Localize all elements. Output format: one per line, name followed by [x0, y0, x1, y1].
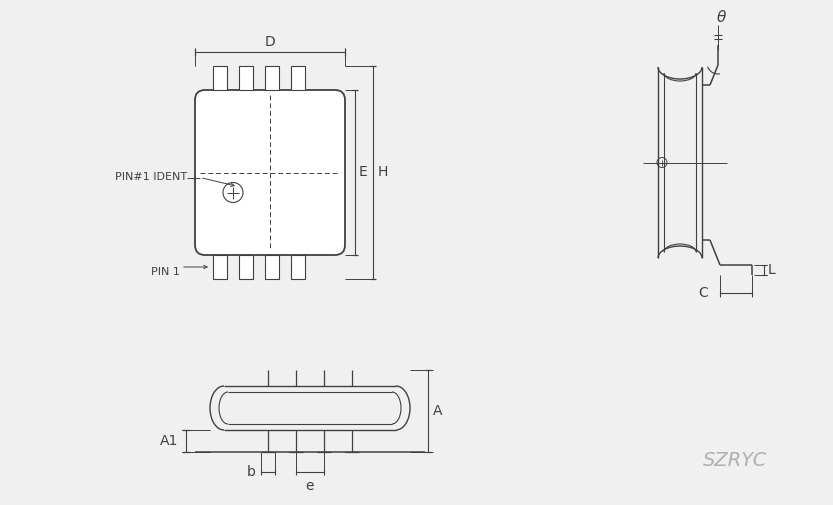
FancyBboxPatch shape — [213, 66, 227, 90]
Text: b: b — [247, 465, 256, 479]
FancyBboxPatch shape — [291, 255, 305, 279]
Text: $\theta$: $\theta$ — [716, 9, 727, 25]
FancyBboxPatch shape — [265, 255, 279, 279]
Text: SZRYC: SZRYC — [703, 450, 767, 470]
FancyBboxPatch shape — [291, 66, 305, 90]
Text: PIN#1 IDENT: PIN#1 IDENT — [115, 173, 187, 182]
FancyBboxPatch shape — [239, 66, 253, 90]
FancyBboxPatch shape — [265, 66, 279, 90]
Text: L: L — [768, 263, 776, 277]
Text: A: A — [433, 404, 443, 418]
Text: A1: A1 — [160, 434, 178, 448]
FancyBboxPatch shape — [213, 255, 227, 279]
Text: D: D — [265, 35, 276, 49]
Text: PIN 1: PIN 1 — [151, 267, 180, 277]
Text: C: C — [698, 286, 708, 300]
FancyBboxPatch shape — [195, 90, 345, 255]
FancyBboxPatch shape — [239, 255, 253, 279]
Text: e: e — [306, 479, 314, 493]
Text: H: H — [378, 166, 388, 179]
Text: E: E — [359, 166, 367, 179]
